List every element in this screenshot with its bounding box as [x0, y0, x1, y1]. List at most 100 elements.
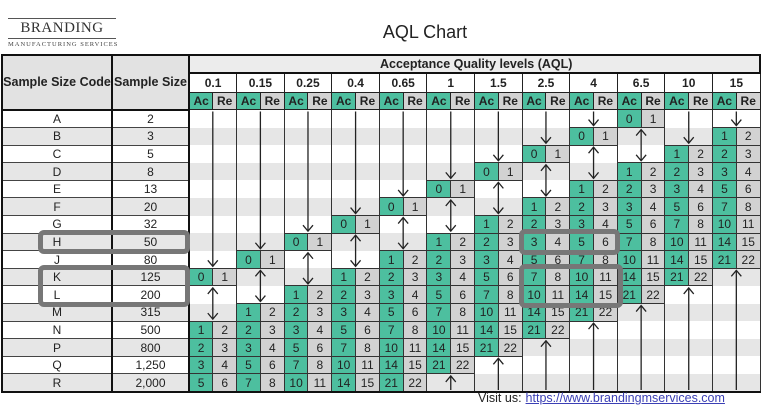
sample-size-code: A: [1, 109, 113, 129]
header-sample-size-code: Sample Size Code: [1, 54, 113, 111]
empty-cell: [616, 321, 666, 339]
table-row: N 500 1 2 2 3 3 4 5 6 7 8 10 11 14 15 21 22: [1, 320, 761, 340]
aql-table: Sample Size Code Sample Size Acceptance Qu…: [1, 54, 762, 394]
re-value: 3: [640, 179, 666, 199]
website-link[interactable]: https://www.brandingmservices.com: [525, 391, 725, 405]
ac-value: 3: [283, 320, 309, 340]
ac-value: 5: [188, 373, 214, 394]
re-value: 15: [497, 320, 523, 340]
sample-size-code: R: [1, 373, 113, 394]
ac-value: 3: [331, 303, 357, 322]
empty-cell: [616, 127, 666, 146]
ac-value: 7: [283, 355, 309, 375]
re-value: 1: [450, 179, 476, 199]
ac-value: 3: [236, 338, 261, 357]
ac-value: 14: [569, 285, 595, 305]
aql-level-15: 15: [712, 72, 761, 93]
empty-cell: [188, 145, 238, 163]
ac-header: Ac: [712, 92, 737, 110]
table-row: R 2,000 5 6 7 8 10 11 14 15 21 22: [1, 373, 761, 394]
empty-cell: [664, 127, 714, 146]
re-value: 8: [688, 215, 714, 234]
sample-size-code: F: [1, 197, 113, 217]
re-value: 3: [212, 338, 238, 357]
table-row: Q 1,250 3 4 5 6 7 8 10 11 14 15 21 22: [1, 355, 761, 375]
sample-size: 800: [111, 338, 190, 357]
ac-value: 0: [521, 144, 547, 164]
empty-cell: [712, 303, 761, 322]
sample-size-code: B: [1, 127, 113, 146]
re-value: 22: [735, 250, 761, 269]
re-value: 6: [307, 338, 333, 357]
re-value: 8: [545, 267, 571, 287]
empty-cell: [283, 109, 333, 128]
empty-cell: [378, 162, 428, 181]
table-row: F 20 0 1 1 2 2 3 3 4 5 6 7 8: [1, 197, 761, 217]
empty-cell: [426, 373, 476, 394]
empty-cell: [331, 250, 380, 269]
aql-level-4: 4: [569, 72, 618, 93]
ac-value: 1: [474, 215, 499, 234]
empty-cell: [188, 109, 238, 128]
re-value: 3: [688, 162, 714, 181]
re-value: 11: [640, 250, 666, 269]
ac-value: 14: [474, 320, 499, 340]
sample-size-code: K: [1, 268, 113, 287]
ac-value: 2: [569, 197, 595, 217]
table-row: E 13 0 1 1 2 2 3 3 4 5 6: [1, 179, 761, 199]
re-header: Re: [640, 92, 666, 110]
ac-value: 5: [283, 338, 309, 357]
ac-value: 14: [664, 250, 690, 269]
empty-cell: [331, 145, 380, 163]
ac-value: 2: [521, 215, 547, 234]
ac-value: 2: [283, 303, 309, 322]
empty-cell: [331, 109, 380, 128]
re-value: 2: [688, 144, 714, 164]
ac-value: 5: [712, 179, 737, 199]
sample-size: 315: [111, 303, 190, 322]
sample-size-code: D: [1, 162, 113, 181]
re-value: 15: [688, 250, 714, 269]
empty-cell: [331, 197, 380, 216]
empty-cell: [569, 145, 618, 163]
empty-cell: [664, 321, 714, 339]
ac-value: 5: [236, 355, 261, 375]
empty-cell: [712, 109, 761, 128]
ac-value: 3: [521, 232, 547, 252]
re-value: 2: [497, 215, 523, 234]
re-value: 2: [450, 232, 476, 252]
sample-size: 8: [111, 162, 190, 181]
sample-size-code: E: [1, 180, 113, 199]
re-header: Re: [402, 92, 428, 110]
re-header: Re: [545, 92, 571, 110]
re-value: 2: [593, 179, 618, 199]
empty-cell: [426, 162, 476, 181]
aql-table-wrapper: Sample Size Code Sample Size Acceptance Qu…: [1, 54, 762, 394]
ac-value: 3: [712, 162, 737, 181]
ac-value: 2: [188, 338, 214, 357]
re-value: 11: [450, 320, 476, 340]
empty-cell: [283, 127, 333, 146]
ac-value: 5: [616, 215, 642, 234]
ac-value: 0: [426, 179, 452, 199]
ac-value: 3: [569, 215, 595, 234]
header-aql: Acceptance Quality levels (AQL): [187, 54, 762, 74]
empty-cell: [664, 373, 714, 394]
re-value: 8: [497, 285, 523, 305]
ac-value: 7: [664, 215, 690, 234]
ac-value: 7: [616, 232, 642, 252]
ac-value: 21: [378, 373, 404, 394]
empty-cell: [569, 338, 618, 357]
empty-cell: [426, 127, 476, 146]
ac-value: 3: [616, 197, 642, 217]
empty-cell: [283, 162, 333, 181]
ac-value: 10: [664, 232, 690, 252]
re-value: 6: [402, 303, 428, 322]
re-value: 4: [307, 320, 333, 340]
re-value: 22: [545, 320, 571, 340]
re-header: Re: [212, 92, 238, 110]
re-header: Re: [259, 92, 285, 110]
sample-size: 3: [111, 127, 190, 146]
